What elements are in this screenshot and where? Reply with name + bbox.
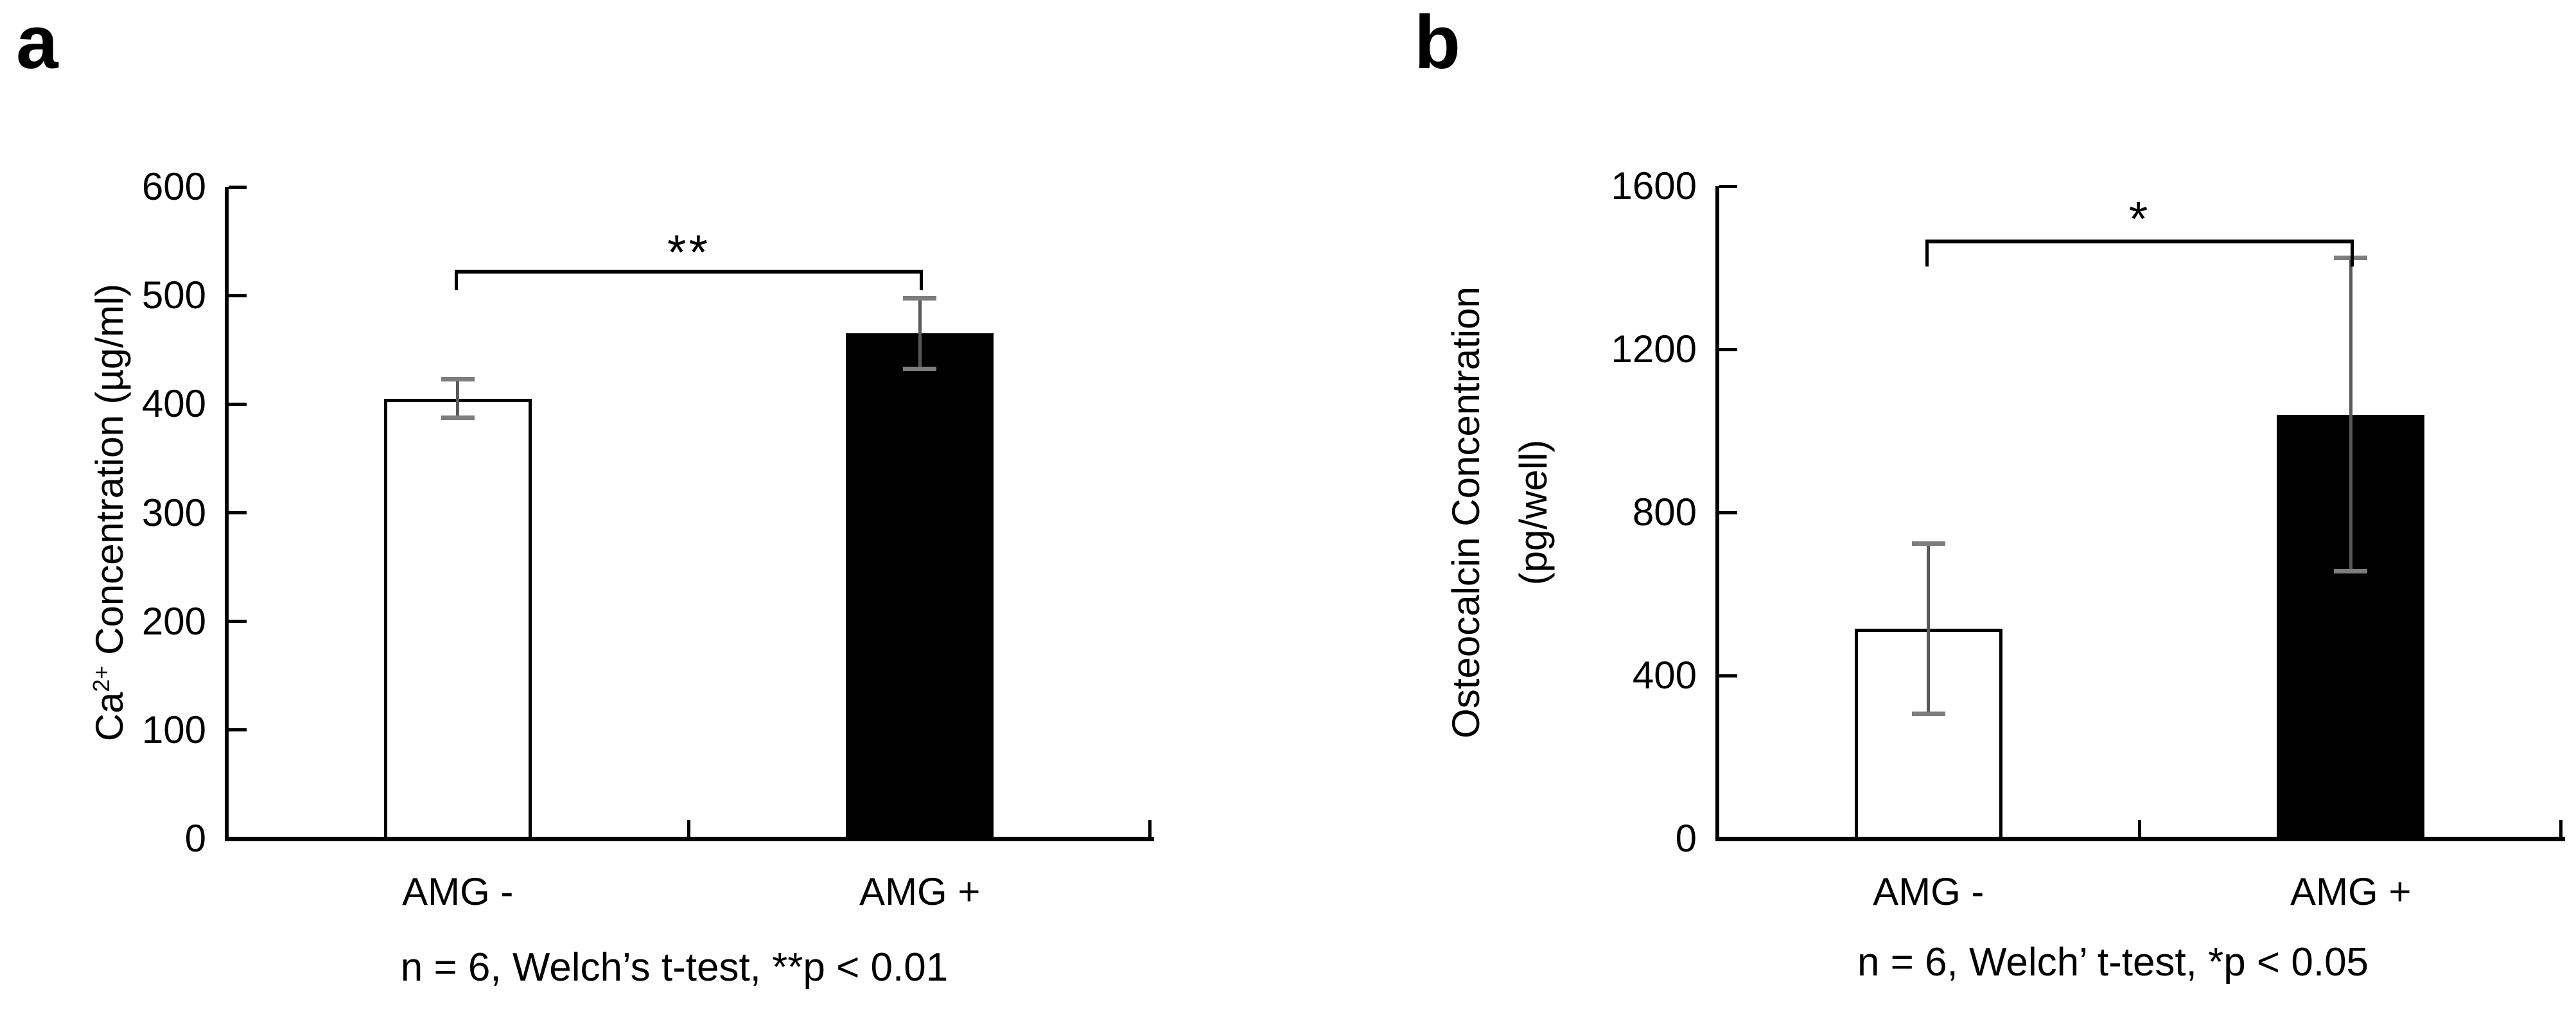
panel-b-label: b [1414,0,1461,85]
y-tick-label: 300 [141,491,206,534]
y-tick-label: 1200 [1611,328,1697,371]
error-bar-cap-bottom [441,415,475,421]
y-tick-label: 500 [141,274,206,317]
panel-a-label: a [16,0,58,85]
y-tick-mark [1719,837,1737,841]
y-title-line1: Osteocalcin Concentration [1444,286,1487,739]
category-label-amg-minus: AMG - [402,870,514,913]
y-title-superscript: 2+ [87,665,114,692]
category-label-amg-plus: AMG + [859,870,981,913]
y-tick-mark [229,185,247,189]
y-tick-mark [1719,184,1737,188]
y-tick-label: 400 [141,382,206,426]
y-tick-mark [229,402,247,406]
x-tick-mark [687,820,690,837]
stats-caption: n = 6, Welch’ t-test, *p < 0.05 [1857,940,2369,984]
y-tick-mark [1719,674,1737,677]
y-tick-mark [1719,347,1737,351]
category-label-amg-minus: AMG - [1873,870,1985,913]
y-tick-mark [229,293,247,297]
y-tick-label: 100 [141,708,206,751]
y-tick-label: 600 [141,165,206,208]
y-tick-mark [229,620,247,624]
error-bar-cap-top [2334,256,2368,261]
error-bar-cap-top [903,295,937,301]
error-bar-cap-bottom [903,367,937,372]
x-axis-baseline [225,837,1154,841]
stats-caption: n = 6, Welch’s t-test, **p < 0.01 [400,945,949,990]
error-bar-line [456,379,460,419]
bar-amg-plus [846,333,994,840]
error-bar-line [918,297,922,370]
y-tick-mark [229,728,247,732]
category-label-amg-plus: AMG + [2290,870,2412,913]
y-tick-mark [229,511,247,514]
y-axis-spine [225,187,229,841]
x-tick-mark [2138,820,2141,837]
error-bar-cap-bottom [2334,569,2368,574]
significance-bracket [454,270,924,290]
y-tick-mark [229,837,247,841]
y-tick-label: 400 [1632,654,1697,697]
error-bar-cap-top [441,377,475,382]
y-tick-label: 0 [1675,817,1697,860]
error-bar-line [2349,258,2353,572]
bar-amg-minus [383,398,532,840]
y-tick-label: 0 [184,817,206,860]
y-tick-label: 200 [141,599,206,643]
y-tick-label: 1600 [1611,164,1697,207]
error-bar-line [1927,543,1931,715]
x-tick-mark [2559,820,2563,837]
x-tick-mark [1148,820,1152,837]
y-tick-mark [1719,511,1737,514]
significance-bracket [1925,240,2354,267]
error-bar-cap-top [1911,541,1945,546]
y-axis-spine [1715,186,1719,841]
x-axis-baseline [1715,837,2565,841]
significance-asterisks: * [2128,192,2151,247]
error-bar-cap-bottom [1911,712,1945,717]
significance-asterisks: ** [667,225,711,280]
y-tick-label: 800 [1632,491,1697,534]
